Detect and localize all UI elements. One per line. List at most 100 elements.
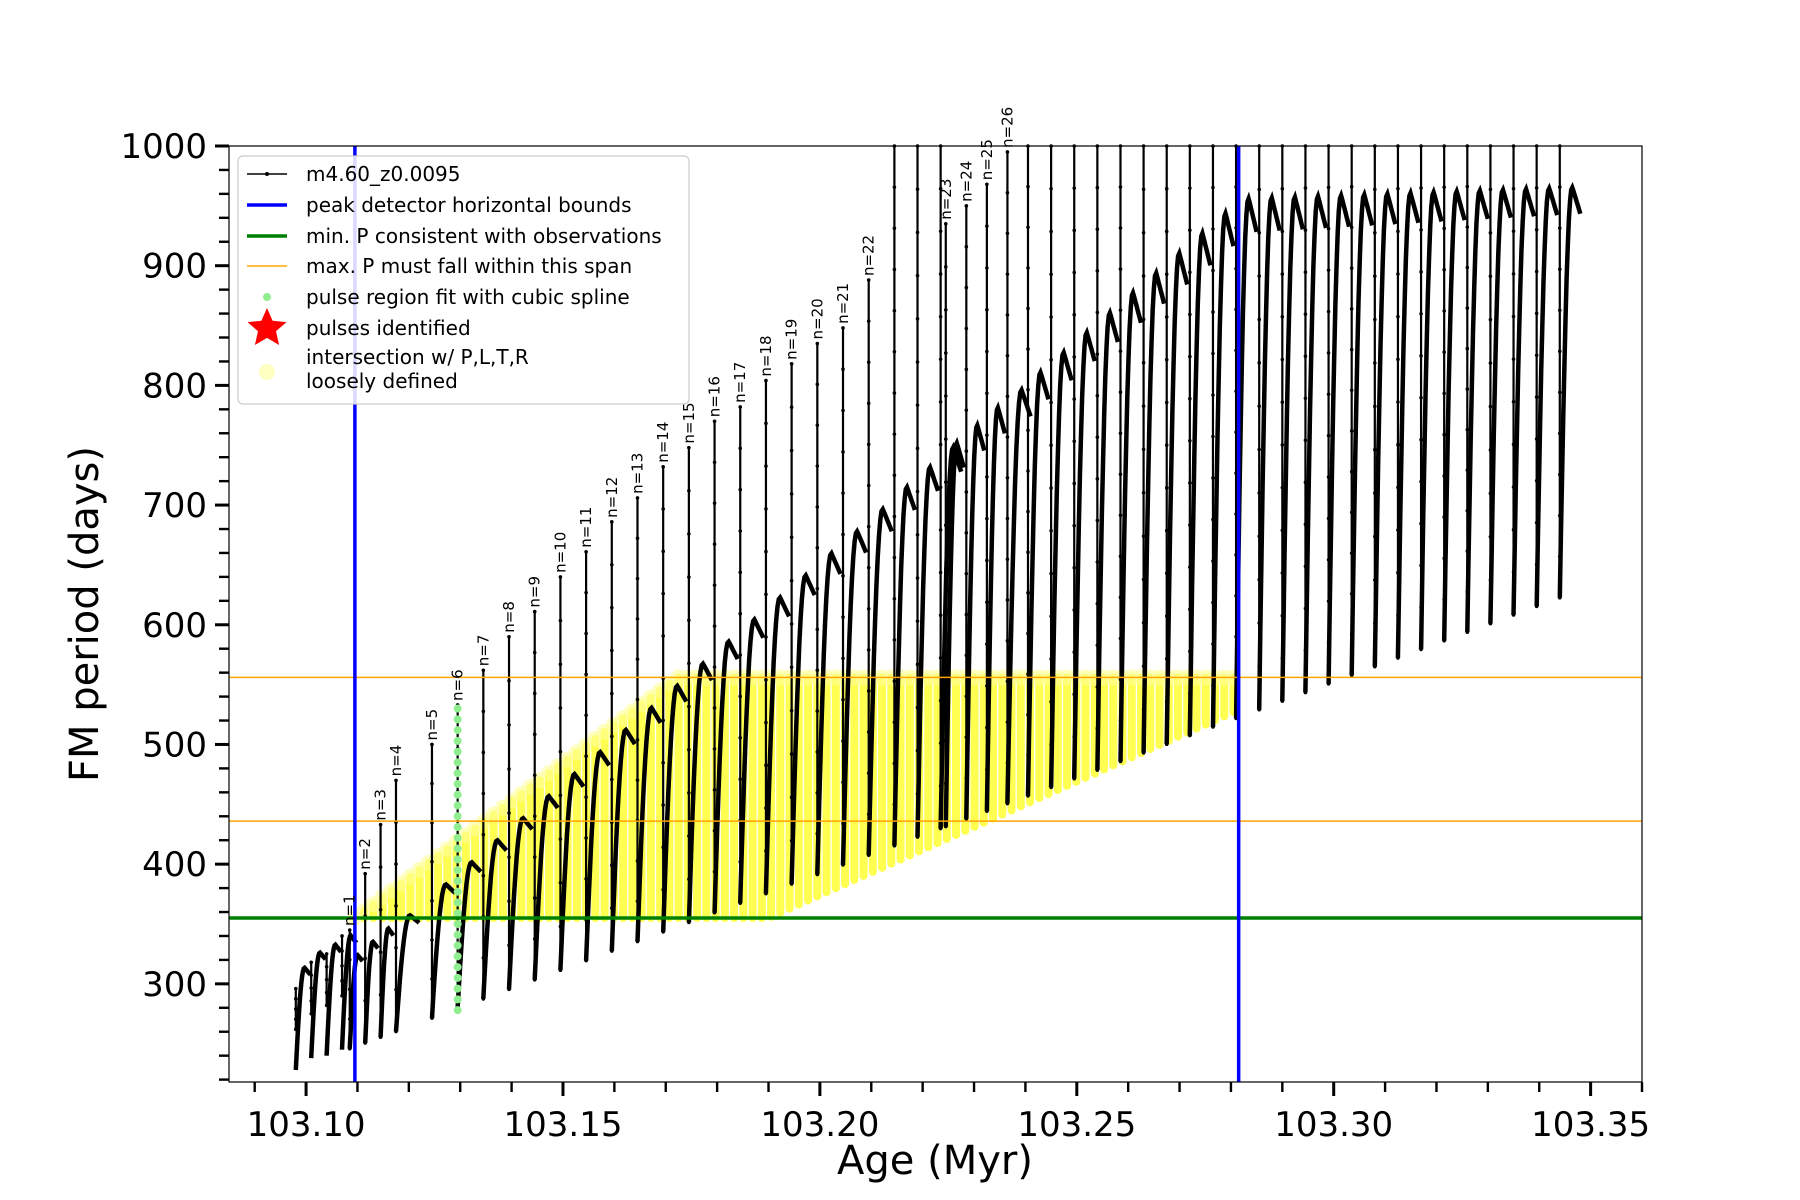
data-point [293,986,298,991]
y-tick-label: 500 [142,725,207,765]
data-point [789,752,794,756]
data-point [1164,400,1169,405]
data-point [938,442,943,447]
data-point [764,592,768,597]
data-point [1373,404,1377,409]
data-point [1211,393,1215,397]
data-point [985,182,989,187]
data-point [1005,272,1010,276]
data-point [964,326,969,331]
data-point [481,791,486,796]
data-point [738,653,743,657]
data-point [866,689,871,693]
spline-point [453,920,462,929]
data-point [1026,266,1030,270]
data-point [1072,523,1077,528]
data-point [866,565,871,570]
legend-entry-intersection: intersection w/ P,L,T,R loosely defined [259,345,529,393]
data-point [1049,571,1053,576]
data-point [1049,443,1053,448]
data-point [430,938,434,942]
data-point [309,986,314,990]
data-point [1280,229,1285,234]
data-point [378,907,383,912]
data-point [815,627,820,632]
data-point [1005,231,1010,236]
data-point [1280,400,1285,405]
data-point [1465,225,1470,229]
data-point [915,446,920,451]
data-point [609,734,614,739]
data-point [1465,265,1470,270]
data-point [584,713,588,718]
data-point [1257,361,1262,365]
data-point [1164,272,1169,276]
data-point [1164,229,1169,234]
data-point [1326,351,1331,355]
data-point [1303,312,1308,316]
data-point [394,862,398,866]
pulse-label: n=17 [731,362,749,403]
data-point [985,516,989,521]
data-point [1072,228,1077,233]
data-point [1419,312,1423,316]
data-point [841,367,845,372]
data-point [1026,387,1030,392]
pulse-curve [789,571,817,885]
data-point [481,873,486,878]
spline-point [453,909,462,918]
data-point [1442,226,1446,231]
data-point [1026,469,1030,473]
data-point [1005,190,1010,195]
data-point [661,507,665,511]
pulse-curve [378,925,396,1038]
data-point [764,549,768,554]
pulse-curve [1395,186,1421,659]
data-point [738,694,743,699]
data-point [1303,396,1308,401]
data-point [558,618,563,623]
data-point [1118,349,1123,353]
pulse-label: n=20 [808,298,826,339]
data-point [1026,591,1030,595]
data-point [532,732,537,737]
data-point [1373,230,1377,235]
data-point [635,496,640,500]
data-point [915,360,920,364]
data-point [1465,184,1470,189]
data-point [712,419,717,424]
spline-point [453,952,462,961]
data-point [1164,443,1169,447]
data-point [1557,267,1562,271]
data-point [1095,269,1100,273]
plot-frame [228,145,1643,1083]
data-point [1141,274,1146,278]
data-point [938,229,943,234]
data-point [938,314,943,319]
data-point [712,542,717,546]
pulse-curve [609,726,637,952]
data-point [866,606,871,611]
y-tick-label: 600 [142,606,207,646]
data-point [1026,306,1030,311]
data-point [1005,150,1010,154]
data-point [1396,272,1400,276]
data-point [1373,317,1377,322]
data-point [712,460,717,465]
data-point [915,489,920,494]
data-point [1557,185,1562,189]
data-point [1349,184,1354,189]
pulse-curve [712,637,740,913]
data-point [363,871,367,876]
data-point [985,349,989,354]
x-tick-label: 103.30 [1274,1105,1393,1145]
data-point [1280,186,1285,191]
data-point [293,1007,298,1011]
data-point [915,316,920,321]
pulse-label: n=1 [341,894,359,926]
pulse-curve [1326,188,1352,684]
data-point [1303,270,1308,274]
y-tick-label: 900 [142,247,207,287]
legend: m4.60_z0.0095 peak detector horizontal b… [237,155,690,405]
data-point [1118,513,1123,518]
